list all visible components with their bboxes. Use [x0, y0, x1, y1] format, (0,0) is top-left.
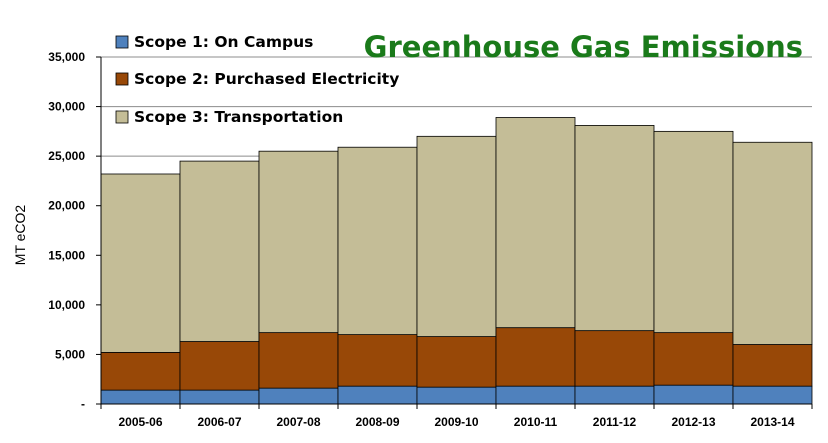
bar-segment-scope-3: [337, 146, 418, 336]
legend-label: Scope 3: Transportation: [134, 108, 343, 126]
bar-segment-scope-2: [732, 344, 813, 387]
bar-segment-scope-3: [653, 130, 734, 334]
bar-segment-scope-2: [495, 327, 576, 387]
y-axis-ticks: - 5,000 10,000 15,000 20,000 25,000 30,000 35,0…: [48, 50, 101, 411]
bar-segment-scope-1: [258, 387, 339, 405]
x-axis-ticks: 2005-06 2006-07 2007-08 2008-09 2009-10 2010-…: [100, 404, 813, 429]
bar-segment-scope-2: [337, 334, 418, 387]
x-tick-label: 2005-06: [118, 415, 162, 429]
y-tick-label: 10,000: [48, 298, 85, 312]
x-tick-label: 2007-08: [276, 415, 320, 429]
legend-swatch: [115, 72, 129, 86]
bar-segment-scope-2: [574, 330, 655, 387]
y-tick-label: 35,000: [48, 50, 85, 64]
legend-label: Scope 1: On Campus: [134, 33, 313, 51]
bar-segment-scope-1: [100, 389, 181, 405]
bar-segment-scope-1: [495, 385, 576, 405]
stacked-bars: [100, 117, 813, 405]
legend-swatch: [115, 110, 129, 124]
bar-segment-scope-3: [416, 135, 497, 337]
bar-segment-scope-3: [574, 125, 655, 332]
bar-segment-scope-2: [100, 352, 181, 391]
bar-segment-scope-1: [653, 384, 734, 405]
y-tick-label: 25,000: [48, 149, 85, 163]
bar-segment-scope-3: [495, 117, 576, 329]
x-tick-label: 2013-14: [750, 415, 794, 429]
chart-title: Greenhouse Gas Emissions: [364, 30, 803, 64]
y-tick-label: 30,000: [48, 100, 85, 114]
y-tick-label: 5,000: [55, 347, 85, 361]
bar-segment-scope-3: [258, 150, 339, 334]
legend-swatch: [115, 35, 129, 49]
y-tick-label: 15,000: [48, 248, 85, 262]
y-tick-label: 20,000: [48, 199, 85, 213]
legend-label: Scope 2: Purchased Electricity: [134, 70, 399, 88]
bar-segment-scope-2: [653, 332, 734, 386]
bar-segment-scope-2: [179, 341, 260, 391]
bar-segment-scope-3: [179, 160, 260, 342]
bar-segment-scope-3: [732, 141, 813, 345]
x-tick-label: 2006-07: [197, 415, 241, 429]
x-tick-label: 2012-13: [671, 415, 715, 429]
x-tick-label: 2008-09: [355, 415, 399, 429]
bar-segment-scope-1: [732, 385, 813, 405]
bar-segment-scope-2: [416, 336, 497, 388]
bar-segment-scope-3: [100, 173, 181, 353]
x-tick-label: 2010-11: [514, 415, 558, 429]
bar-segment-scope-1: [574, 385, 655, 405]
y-axis-title: MT eCO2: [12, 205, 28, 266]
x-tick-label: 2009-10: [434, 415, 478, 429]
axes: [100, 57, 812, 405]
legend: Scope 1: On Campus Scope 2: Purchased Ele…: [115, 33, 399, 126]
bar-segment-scope-1: [416, 386, 497, 405]
bar-segment-scope-1: [337, 385, 418, 405]
bar-segment-scope-2: [258, 332, 339, 389]
y-tick-label: -: [81, 397, 85, 411]
x-tick-label: 2011-12: [593, 415, 637, 429]
bar-segment-scope-1: [179, 389, 260, 405]
